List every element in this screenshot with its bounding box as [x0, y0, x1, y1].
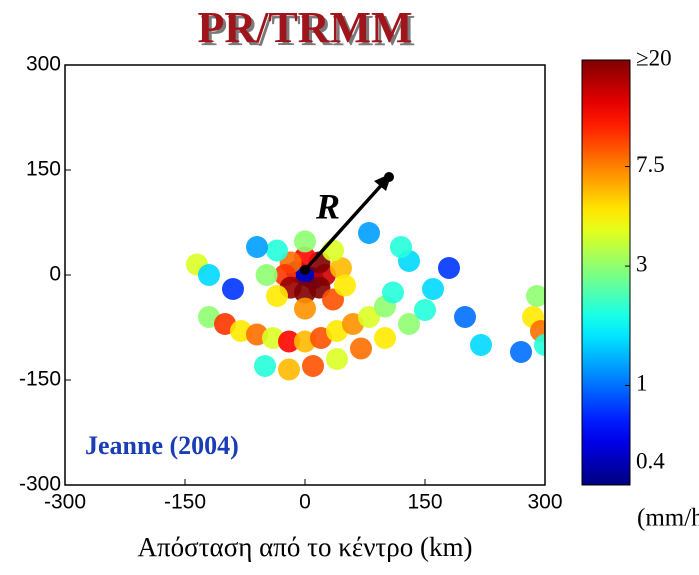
chart-title: PR/TRMM [197, 3, 412, 52]
colorbar-label: (mm/h) [637, 505, 699, 532]
rain-cell [390, 236, 412, 258]
arrow [300, 172, 394, 275]
rain-cell [330, 257, 352, 279]
rain-cell [326, 348, 348, 370]
x-tick-label: 0 [299, 491, 311, 514]
rain-cell [358, 222, 380, 244]
rain-cell [266, 285, 288, 307]
heatmap [186, 222, 545, 381]
rain-cell [526, 285, 545, 307]
rain-cell [510, 341, 532, 363]
y-tick-label: 150 [26, 158, 61, 181]
rain-cell [278, 330, 300, 353]
rain-cell [438, 257, 460, 279]
rain-cell [254, 355, 276, 377]
rain-cell [294, 297, 316, 320]
y-tick-label: 0 [49, 263, 61, 286]
rain-cell [454, 306, 476, 328]
colorbar-tick-label: 7.5 [636, 152, 665, 177]
x-tick-label: -150 [164, 491, 206, 514]
rain-cell [374, 327, 396, 349]
x-tick-label: 150 [407, 491, 442, 514]
rain-cell [294, 230, 316, 253]
rain-cell [302, 355, 324, 377]
y-tick-label: 300 [26, 53, 61, 76]
rain-cell [358, 306, 380, 328]
rain-cell [350, 337, 372, 360]
x-axis-label: Απόσταση από το κέντρο (km) [138, 532, 473, 562]
title-shadow: PR/TRMM [200, 6, 415, 55]
rain-cell [255, 264, 278, 286]
rain-cell [422, 278, 444, 300]
rain-cell [382, 281, 404, 304]
rain-cell [322, 239, 344, 262]
y-tick-label: -150 [19, 368, 61, 391]
rain-cell [266, 239, 288, 262]
rain-cell [534, 334, 545, 356]
rain-cell [278, 358, 300, 381]
rain-cell [246, 236, 268, 258]
annotation-r: R [315, 186, 340, 226]
colorbar-tick-label: 3 [636, 251, 648, 276]
colorbar-tick-label: 0.4 [636, 448, 665, 473]
rain-cell [414, 299, 436, 321]
annotation-storm: Jeanne (2004) [85, 431, 239, 460]
rain-cell [198, 264, 220, 286]
x-tick-label: -300 [44, 491, 86, 514]
rain-cell [398, 313, 420, 335]
rain-cell [334, 274, 356, 297]
colorbar-tick-label: 1 [636, 371, 648, 396]
colorbar-tick-label: ≥20 [636, 45, 672, 70]
rain-cell [222, 278, 244, 300]
y-tick-label: -300 [19, 473, 61, 496]
rain-cell [470, 334, 492, 356]
x-tick-label: 300 [527, 491, 562, 514]
colorbar [581, 59, 631, 486]
